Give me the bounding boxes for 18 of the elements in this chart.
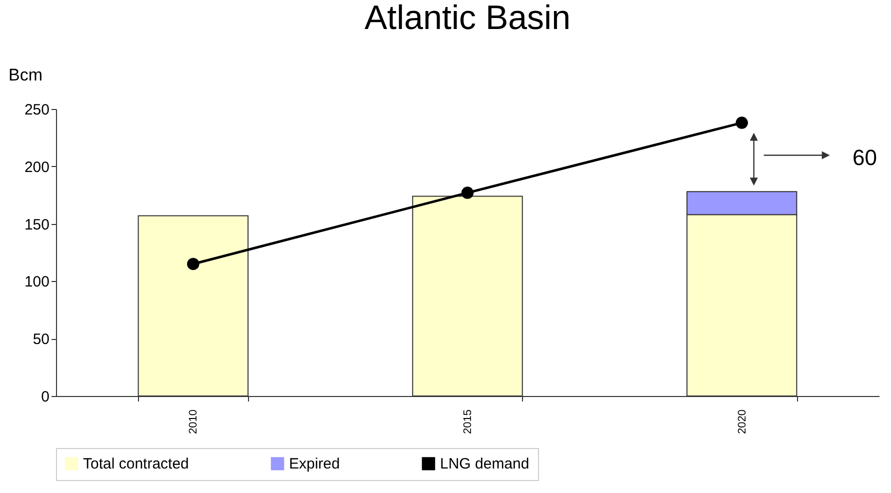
y-tick-label: 100 [24, 274, 50, 291]
point [736, 116, 748, 129]
x-tick-label: 2010 [188, 410, 200, 434]
point [187, 258, 200, 270]
legend-label: LNG demand [440, 456, 530, 473]
y-tick-label: 250 [24, 102, 50, 118]
y-axis-title: Bcm [8, 66, 42, 84]
legend-label: Total contracted [83, 456, 189, 473]
y-tick-label: 150 [24, 216, 50, 234]
x-tick-label: 2020 [736, 410, 748, 434]
y-tick-label: 0 [41, 388, 50, 406]
chart-title: Atlantic Basin [364, 0, 570, 37]
legend-label: Expired [289, 456, 340, 473]
x-tick-label: 2015 [462, 410, 474, 434]
y-tick-label: 200 [24, 158, 50, 176]
y-tick-label: 50 [32, 331, 50, 348]
annotation: 60 [852, 144, 877, 170]
point [461, 186, 474, 199]
